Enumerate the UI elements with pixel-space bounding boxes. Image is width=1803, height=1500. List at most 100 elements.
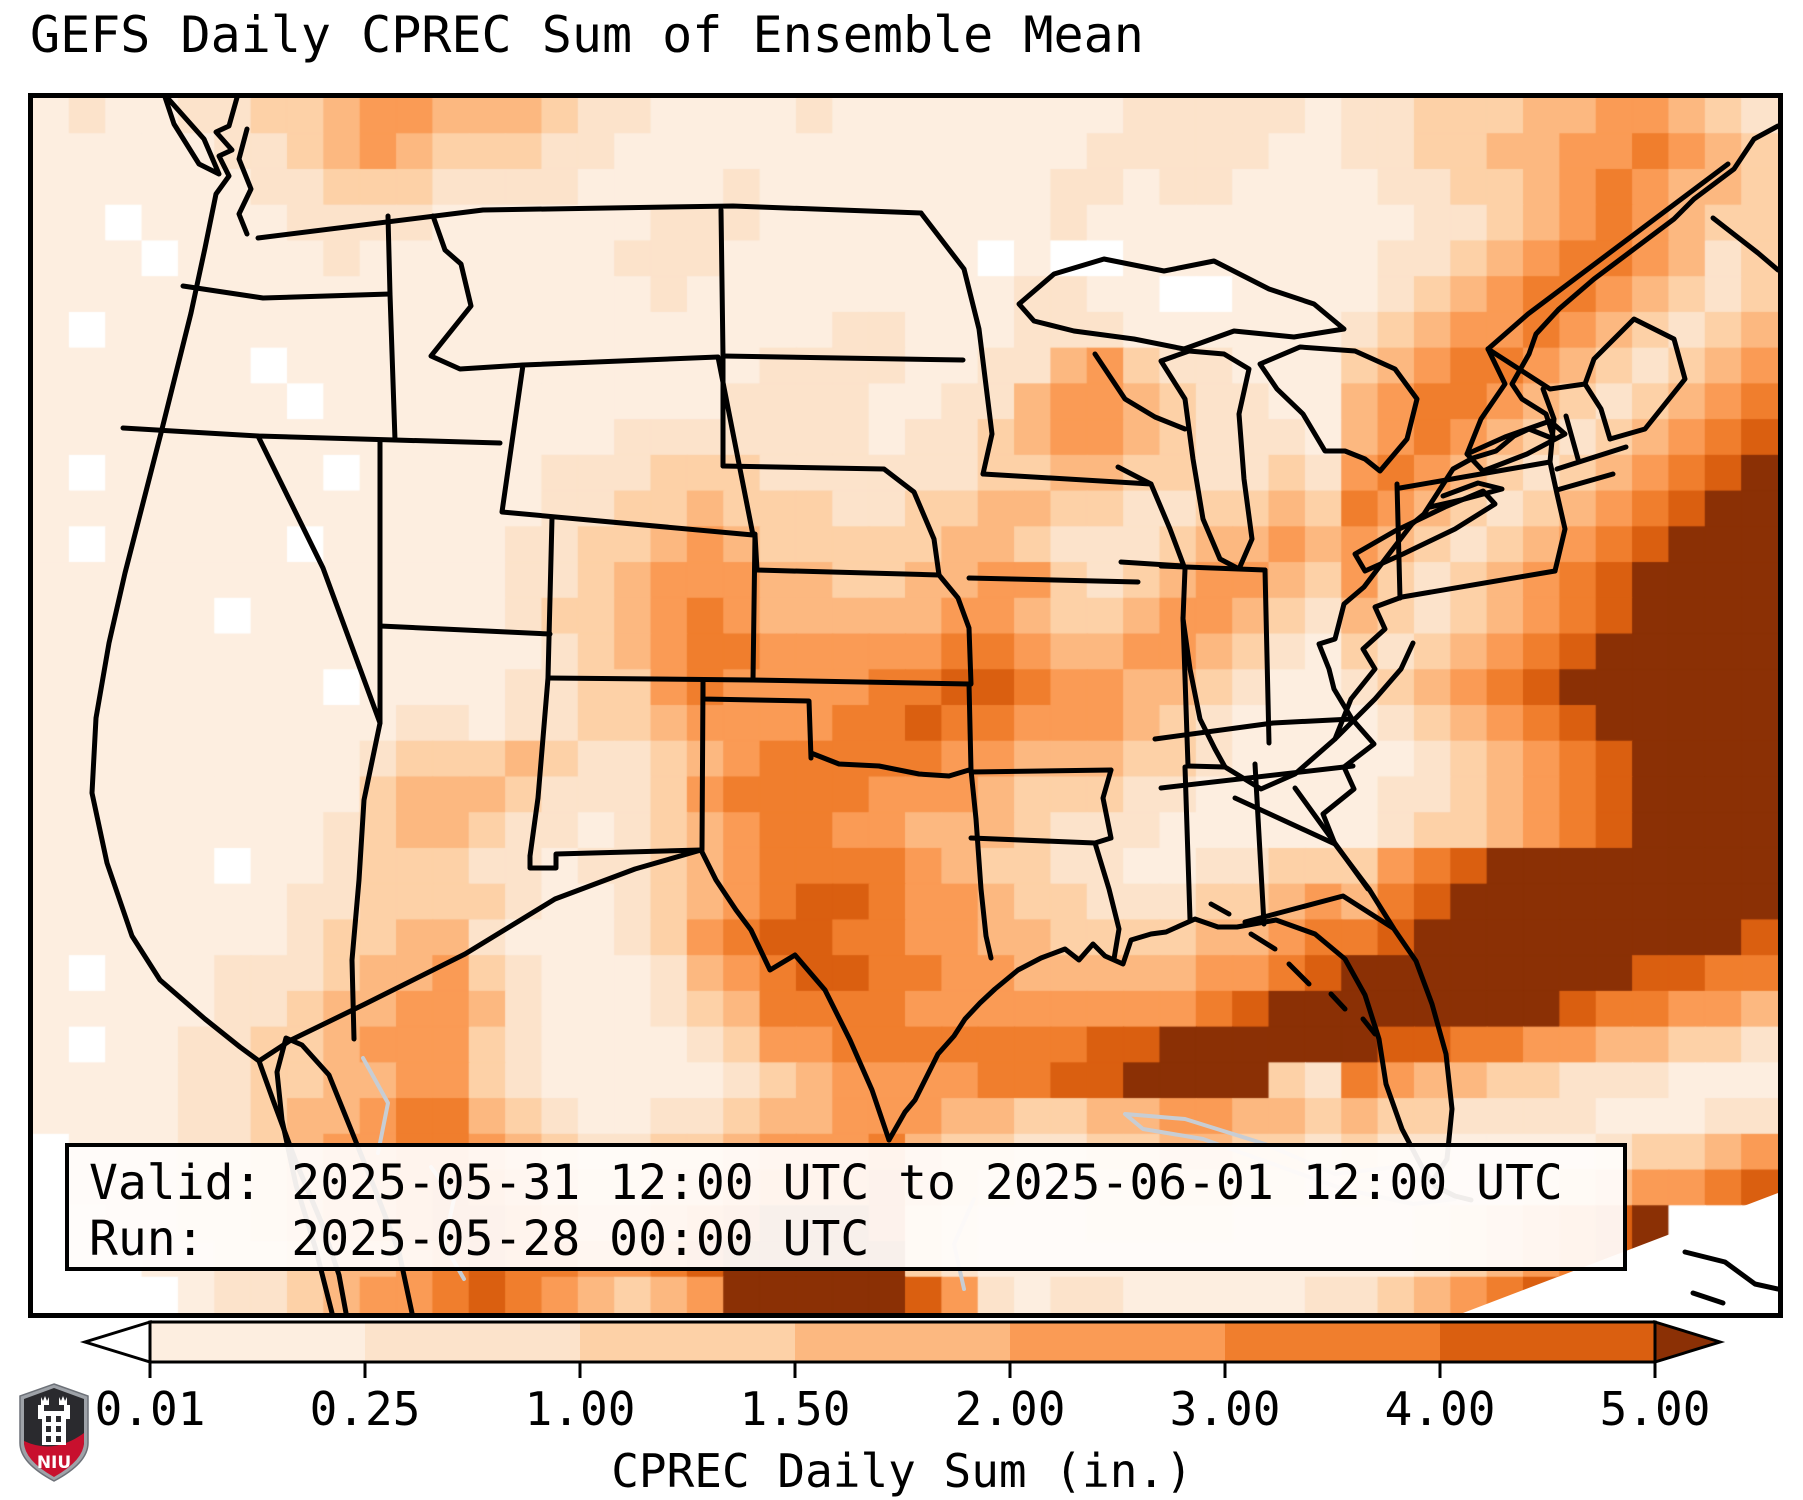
new-mexico-south-border (527, 847, 704, 871)
colorbar-segment (580, 1322, 795, 1362)
niu-logo: NIU (19, 1383, 89, 1482)
oklahoma-arkansas-border (966, 681, 974, 773)
niu-logo-text: NIU (37, 1453, 71, 1473)
texas-louisiana-border (968, 767, 994, 961)
st-lawrence-river (1485, 161, 1731, 352)
bahamas-islands (1208, 901, 1378, 1037)
washington-idaho-border (385, 213, 398, 443)
montana-dakota-border (718, 207, 726, 469)
iowa-missouri-border (966, 575, 1141, 585)
upper-mississippi-river (1115, 464, 1228, 770)
vermont-new-hampshire-border (1563, 413, 1581, 462)
wyoming-borders (499, 354, 756, 538)
colorbar-segment (1010, 1322, 1225, 1362)
colorado-kansas-border (750, 531, 758, 683)
nova-scotia-coast (1710, 215, 1778, 273)
colorbar-tick-label: 5.00 (1599, 1382, 1711, 1436)
new-york-vermont-border (1540, 386, 1557, 465)
canada-border-49n (255, 203, 924, 241)
us-mexico-border (256, 847, 892, 1143)
colorbar-outline (148, 1320, 1657, 1364)
colorbar-graphic (79, 1319, 1726, 1378)
map-frame (28, 93, 1783, 1318)
colorbar-segment (795, 1322, 1010, 1362)
minnesota-west-border (918, 210, 995, 477)
colorbar-tick-label: 0.25 (309, 1382, 421, 1436)
colorbar-tick-marks (148, 1362, 1657, 1378)
niu-shield-red-band (24, 1433, 84, 1477)
valid-time-text: Valid: 2025-05-31 12:00 UTC to 2025-06-0… (89, 1155, 1563, 1211)
massachusetts-north-border (1554, 444, 1629, 472)
ohio-river (1185, 640, 1416, 792)
indiana-ohio-border (1262, 567, 1272, 746)
oklahoma-panhandle-texas (700, 677, 814, 761)
south-dakota-nebraska-border (720, 463, 942, 578)
mississippi-alabama-border (1182, 764, 1193, 922)
colorbar: 0.01 0.25 1.00 1.50 2.00 3.00 4.00 5.00 … (0, 1316, 1803, 1500)
parallel-42n-border (120, 425, 503, 446)
colorbar-segment (1440, 1322, 1655, 1362)
utah-colorado-border (545, 515, 555, 681)
geography-overlay (89, 98, 1778, 1313)
run-time-text: Run: 2025-05-28 00:00 UTC (89, 1211, 870, 1267)
red-river-border (808, 750, 972, 779)
connecticut-massachusetts-border (1554, 471, 1616, 493)
new-mexico-texas-border (699, 677, 706, 853)
hispaniola-coast (1682, 1249, 1778, 1306)
new-hampshire-maine-border (1582, 381, 1613, 442)
pacific-coastline (89, 98, 349, 1313)
gulf-atlantic-coastline (886, 123, 1778, 1185)
nebraska-kansas-border (752, 532, 942, 578)
lower-mississippi-river (1092, 767, 1122, 962)
pennsylvania-new-york-border (1397, 459, 1553, 491)
kansas-oklahoma-border (750, 677, 972, 687)
georgia-florida-border (1242, 893, 1396, 931)
valid-run-info-box: Valid: 2025-05-31 12:00 UTC to 2025-06-0… (65, 1143, 1627, 1271)
niu-castle-icon (38, 1396, 70, 1445)
pennsylvania-south-border (1399, 568, 1558, 600)
puget-sound (236, 126, 254, 237)
lake-huron (1257, 344, 1420, 474)
kansas-missouri-border (936, 572, 974, 687)
missouri-arkansas-border (968, 767, 1114, 775)
colorbar-tick-label: 1.50 (739, 1382, 851, 1436)
washington-oregon-border (180, 283, 393, 301)
page-title: GEFS Daily CPREC Sum of Ensemble Mean (30, 6, 1144, 64)
colorbar-segment (365, 1322, 580, 1362)
lake-michigan (1158, 348, 1255, 572)
arkansas-louisiana-border (968, 835, 1098, 846)
colorbar-tick-label: 4.00 (1384, 1382, 1496, 1436)
lake-ontario (1464, 418, 1568, 474)
north-south-dakota-border (720, 353, 966, 363)
michigan-south-border (1158, 563, 1268, 573)
california-nevada-border (255, 433, 383, 1042)
wisconsin-michigan-border (1092, 351, 1188, 432)
colorbar-over-arrow (1653, 1319, 1726, 1365)
iowa-north-border (980, 471, 1154, 487)
alabama-georgia-border (1252, 761, 1267, 927)
new-england-canada-border (1485, 316, 1688, 442)
lake-erie (1352, 488, 1498, 574)
vancouver-island (162, 98, 222, 177)
new-york-ontario-border (1464, 346, 1508, 457)
colorbar-segment (150, 1322, 365, 1362)
coastlines-and-borders (89, 98, 1778, 1313)
colorbar-segment (1225, 1322, 1440, 1362)
illinois-indiana-border (1180, 615, 1191, 769)
virginia-north-carolina-border (1152, 716, 1355, 742)
appalachian-state-lines (1332, 594, 1405, 742)
colorbar-tick-label: 2.00 (954, 1382, 1066, 1436)
colorado-south-border (545, 675, 756, 683)
colorbar-segments (150, 1322, 1655, 1362)
colorbar-tick-label: 0.01 (94, 1382, 206, 1436)
colorbar-tick-label: 3.00 (1169, 1382, 1281, 1436)
montana-idaho-border (428, 213, 526, 372)
colorbar-axis-label: CPREC Daily Sum (in.) (611, 1444, 1193, 1498)
lake-superior (1016, 256, 1347, 352)
colorbar-tick-label: 1.00 (524, 1382, 636, 1436)
ohio-pennsylvania-border (1394, 481, 1403, 601)
utah-arizona-border (377, 623, 553, 637)
delaware-river-border (1547, 459, 1568, 574)
north-south-carolina-border (1232, 795, 1338, 847)
